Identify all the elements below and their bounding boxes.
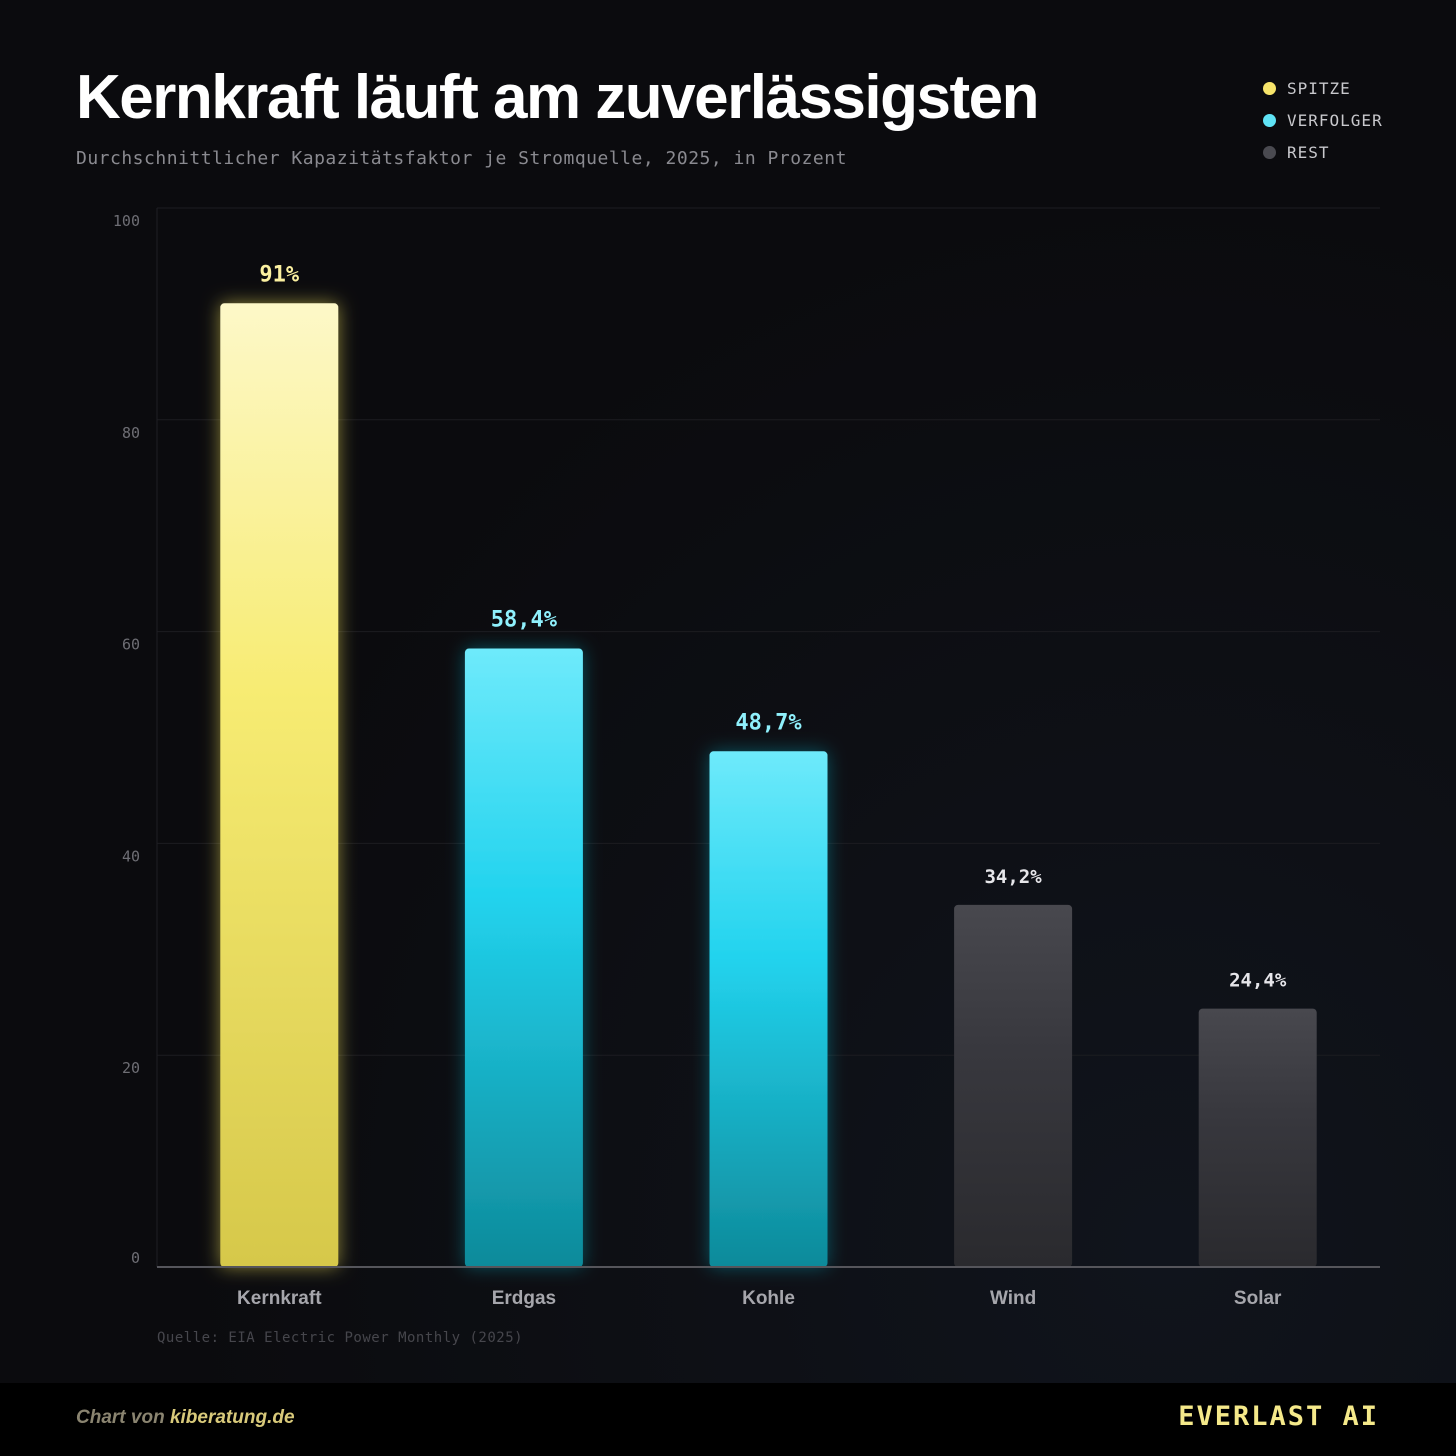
- y-tick-label: 100: [113, 212, 140, 230]
- x-tick-label: Wind: [990, 1288, 1036, 1309]
- bar-kohle: [709, 751, 828, 1267]
- credit-text: Chart von kiberatung.de: [76, 1407, 295, 1429]
- legend-label-spitze: SPITZE: [1287, 78, 1351, 98]
- data-label-erdgas: 58,4%: [491, 608, 558, 633]
- y-tick-label: 80: [122, 424, 140, 442]
- legend-dot-spitze: [1263, 81, 1276, 95]
- bar-wind: [954, 904, 1073, 1267]
- legend-dot-rest: [1263, 145, 1276, 159]
- x-tick-label: Solar: [1234, 1288, 1282, 1309]
- data-label-kernkraft: 91%: [259, 262, 299, 287]
- legend-item-spitze: SPITZE: [1263, 72, 1383, 104]
- y-tick-label: 0: [131, 1249, 140, 1267]
- bar-erdgas: [464, 648, 583, 1267]
- legend-item-rest: REST: [1263, 136, 1383, 168]
- bar-chart: 0 20 40 60 80 100 91% Kernkraft 58,4% Erdgas 48,7%…: [113, 207, 1380, 1309]
- x-tick-label: Erdgas: [492, 1288, 556, 1309]
- y-tick-label: 40: [122, 847, 140, 865]
- legend: SPITZE VERFOLGER REST: [1263, 72, 1383, 168]
- credit-prefix: Chart von: [76, 1407, 170, 1428]
- x-tick-label: Kohle: [742, 1288, 795, 1309]
- data-label-solar: 24,4%: [1229, 970, 1287, 992]
- y-tick-label: 20: [122, 1059, 140, 1077]
- footer: Chart von kiberatung.de EVERLAST AI: [0, 1383, 1456, 1456]
- data-label-wind: 34,2%: [984, 866, 1042, 888]
- credit-link[interactable]: kiberatung.de: [169, 1407, 295, 1428]
- legend-label-rest: REST: [1287, 142, 1330, 162]
- legend-label-verfolger: VERFOLGER: [1287, 110, 1383, 130]
- chart-title: Kernkraft läuft am zuverlässigsten: [76, 63, 1040, 132]
- data-label-kohle: 48,7%: [735, 710, 802, 735]
- chart-panel: Kernkraft läuft am zuverlässigsten Durch…: [0, 0, 1456, 1383]
- bar-solar: [1198, 1008, 1317, 1267]
- y-tick-label: 60: [122, 636, 140, 654]
- chart-subtitle: Durchschnittlicher Kapazitätsfaktor je S…: [76, 148, 847, 169]
- legend-item-verfolger: VERFOLGER: [1263, 104, 1383, 136]
- x-tick-label: Kernkraft: [237, 1288, 322, 1309]
- bar-kernkraft: [220, 303, 339, 1267]
- legend-dot-verfolger: [1263, 113, 1276, 127]
- source-note: Quelle: EIA Electric Power Monthly (2025…: [157, 1330, 524, 1346]
- brand-logo: EVERLAST AI: [1178, 1401, 1379, 1432]
